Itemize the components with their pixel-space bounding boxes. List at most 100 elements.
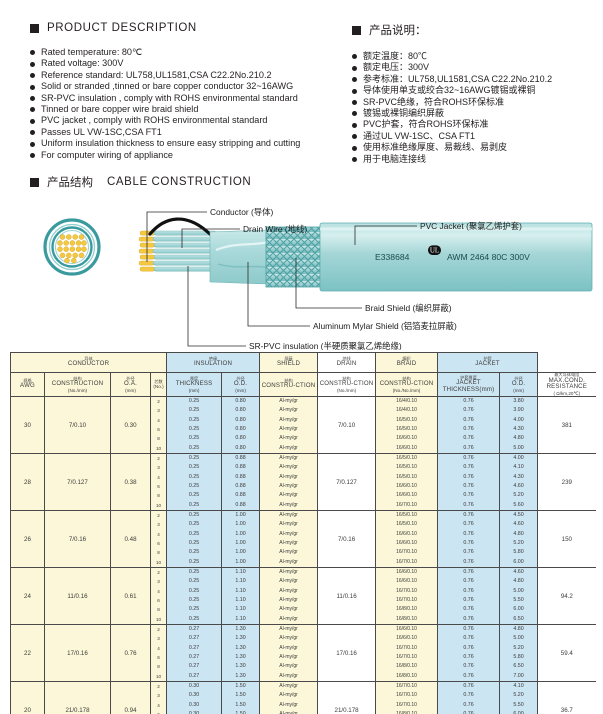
group-label-en: JACKET [475,360,500,368]
callout-braid-shield: Braid Shield (编织屏蔽) [365,303,452,313]
subheader-shield-construction: 结构 CONSTRU-CTION [259,372,319,397]
cell-braid-construction: 16/5/0.10 16/5/0.10 16/5/0.10 16/6/0.10 16/6… [375,453,439,511]
product-description-title-cn: 产品说明： [369,25,427,37]
cell-conductor-construction: 21/0.178 [44,681,111,714]
spec-text: 使用标准绝缘厚度、易裁线、易剥皮 [363,142,508,153]
round-bullet-icon [30,118,35,124]
round-bullet-icon [352,134,357,140]
spec-text: Uniform insulation thickness to ensure e… [41,138,301,149]
cell-conductor-oa: 0.30 [110,396,151,454]
subheader-insulation-thickness: 厚度 THICKNESS (mm) [166,372,223,397]
list-item: For computer wiring of appliance [30,150,320,161]
table-row: 2021/0.1780.9423468100.300.300.300.300.3… [10,681,596,714]
cell-braid-construction: 16/7/0.1016/7/0.1016/7/0.1016/8/0.1016/8… [375,681,439,714]
specification-table-wrapper: 导体 CONDUCTOR 绝缘 INSULATION 屏蔽 SHIELD 地线 … [9,352,596,714]
list-item: 通过UL VW-1SC、CSA FT1 [352,131,602,142]
cell-awg: 30 [10,396,45,454]
subheader-conductor-oa: 外径 O.A. (mm) [110,372,151,397]
group-label-cn: 屏蔽 [284,356,293,361]
group-header-drain: 地线 DRAIN [317,352,377,373]
cell-awg: 26 [10,510,45,568]
specification-table: 导体 CONDUCTOR 绝缘 INSULATION 屏蔽 SHIELD 地线 … [9,352,596,714]
callout-drain-wire: Drain Wire (地线) [243,224,307,234]
cell-conductor-construction: 7/0.16 [44,510,111,568]
cell-drain-construction: 17/0.16 [317,624,377,682]
cell-conductor-construction: 7/0.10 [44,396,111,454]
spec-text: 额定温度：80℃ [363,51,428,61]
cell-max-resistance: 150 [537,510,596,568]
cell-braid-construction: 16/6/0.10 16/6/0.10 16/7/0.10 16/7/0.10 16/8… [375,567,439,625]
round-bullet-icon [352,100,357,106]
subheader-jacket-od: 外径 O.D. (mm) [499,372,539,397]
list-item: Rated temperature: 80℃ [30,47,320,58]
cable-construction-title-en: CABLE CONSTRUCTION [107,176,252,188]
table-row: 28 7/0.127 0.38 2 3 4 6 8 10 0.25 0.25 0.25 0.25 0.25… [10,453,596,511]
cell-awg: 28 [10,453,45,511]
round-bullet-icon [30,153,35,159]
cell-conductor-construction: 11/0.16 [44,567,111,625]
cell-awg: 20 [10,681,45,714]
list-item: SR-PVC绝缘，符合ROHS环保标准 [352,97,602,108]
product-description-list-cn: 额定温度：80℃ 额定电压：300V 参考标准：UL758,UL1581,CSA… [352,51,602,165]
cell-drain-construction: 7/0.16 [317,510,377,568]
round-bullet-icon [352,65,357,71]
cell-insulation-thickness: 0.25 0.25 0.25 0.25 0.25 0.25 [166,567,223,625]
spec-text: Passes UL VW-1SC,CSA FT1 [41,126,162,137]
callout-aluminum-mylar: Aluminum Mylar Shield (铝箔麦拉屏蔽) [313,321,457,331]
braid-shield-body [265,226,325,288]
cell-jacket-od: 3.80 3.90 4.00 4.30 4.80 5.00 [499,396,539,454]
group-header-insulation: 绝缘 INSULATION [166,352,261,373]
table-header: 导体 CONDUCTOR 绝缘 INSULATION 屏蔽 SHIELD 地线 … [9,352,596,397]
spec-text: 参考标准：UL758,UL1581,CSA C22.2No.210.2 [363,73,553,84]
subheader-drain-construction: 结构 CONSTRU-CTION (No./mm) [317,372,377,397]
round-bullet-icon [352,77,357,83]
cable-construction-title-cn: 产品结构 [47,177,93,189]
spec-text: 额定电压：300V [363,62,430,73]
cell-conductor-oa: 0.38 [110,453,151,511]
spec-text: For computer wiring of appliance [41,149,173,160]
group-header-braid: 编织 BRAID [375,352,439,373]
product-description-list: Rated temperature: 80℃ Rated voltage: 30… [30,47,320,161]
table-row: 24 11/0.16 0.61 2 3 4 6 8 10 0.25 0.25 0.25 0.25 0.25… [10,567,596,625]
list-item: PVC jacket , comply with ROHS environmen… [30,115,320,126]
product-description-heading-cn: 产品说明： [352,22,602,38]
conductor-strands [138,230,222,272]
group-label-en: CONDUCTOR [67,360,110,368]
spec-text: SR-PVC insulation , comply with ROHS env… [41,92,298,103]
subheader-cores: 芯数 (No.) [149,372,168,397]
cell-insulation-thickness: 0.300.300.300.300.300.30 [166,681,223,714]
list-item: 额定电压：300V [352,62,602,73]
list-item: 镀锡或裸铜编织屏蔽 [352,108,602,119]
cable-construction-diagram: E338684 UL AWM 2464 80C 300V Conductor (… [0,190,603,350]
table-body: 30 7/0.10 0.30 2 3 4 6 8 10 0.25 0.25 0.25 0.25 0.25 0… [10,396,596,714]
spec-text: 导体使用单支或绞合32~16AWG镀锡或裸铜 [363,85,536,96]
list-item: 导体使用单支或绞合32~16AWG镀锡或裸铜 [352,85,602,96]
cell-drain-construction: 7/0.10 [317,396,377,454]
cell-jacket-od: 4.50 4.60 4.80 5.20 5.80 6.00 [499,510,539,568]
callout-pvc-jacket: PVC Jacket (聚氯乙烯护套) [420,221,522,231]
cell-insulation-od: 1.10 1.10 1.10 1.10 1.10 1.10 [221,567,261,625]
cell-insulation-od: 0.80 0.80 0.80 0.80 0.80 0.80 [221,396,261,454]
list-item: 额定温度：80℃ [352,51,602,62]
product-description-heading: PRODUCT DESCRIPTION [30,22,320,34]
round-bullet-icon [30,141,35,147]
product-description-chinese: 产品说明： 额定温度：80℃ 额定电压：300V 参考标准：UL758,UL15… [352,22,602,165]
cell-braid-construction: 16/6/0.10 16/6/0.10 16/7/0.10 16/7/0.10 16/8… [375,624,439,682]
spec-text: Solid or stranded ,tinned or bare copper… [41,81,294,92]
cell-drain-construction: 11/0.16 [317,567,377,625]
subheader-braid-construction: 结构 CONSTRU-CTION (No./No./mm) [375,372,439,397]
table-group-header-row: 导体 CONDUCTOR 绝缘 INSULATION 屏蔽 SHIELD 地线 … [9,352,596,373]
list-item: Solid or stranded ,tinned or bare copper… [30,81,320,92]
table-row: 30 7/0.10 0.30 2 3 4 6 8 10 0.25 0.25 0.25 0.25 0.25 0… [10,396,596,454]
group-label-cn: 导体 [84,356,93,361]
spec-text: Rated voltage: 300V [41,58,124,69]
subheader-jacket-thickness: 护套厚度 JACKET THICKNESS(mm) [437,372,501,397]
